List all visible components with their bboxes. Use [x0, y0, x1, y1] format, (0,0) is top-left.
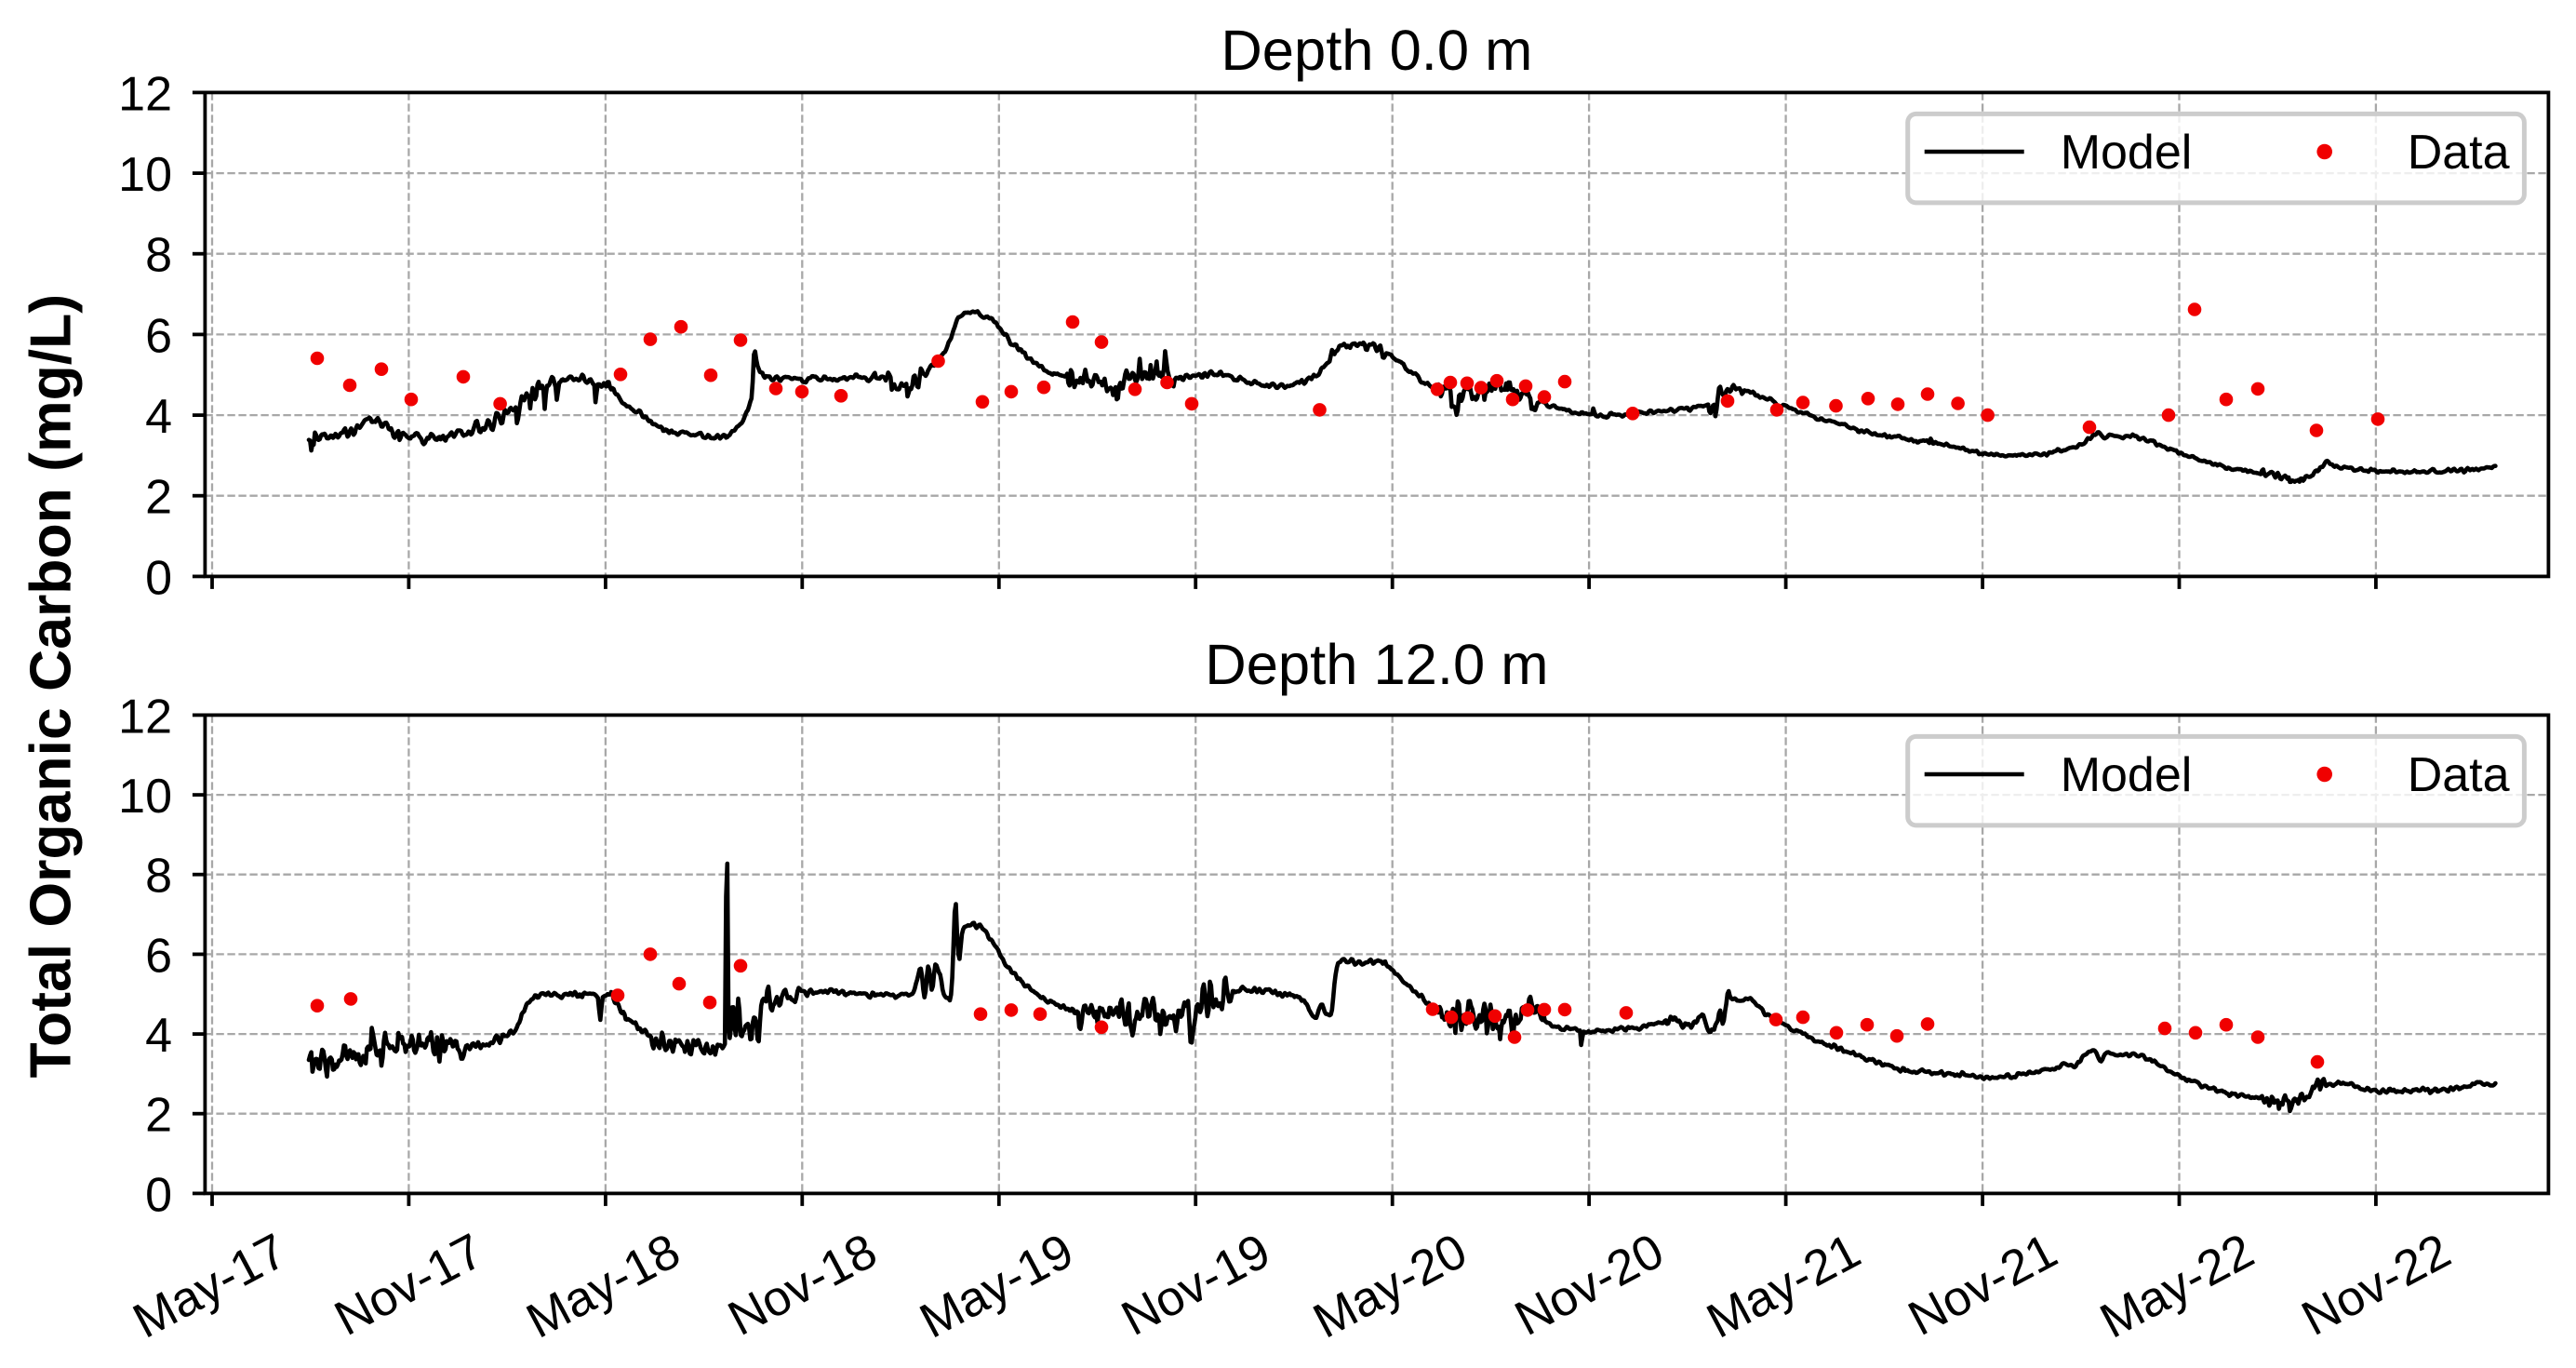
- svg-text:Depth 0.0 m: Depth 0.0 m: [1221, 19, 1532, 83]
- svg-text:8: 8: [145, 850, 172, 904]
- svg-text:Model: Model: [2061, 126, 2193, 180]
- svg-text:6: 6: [145, 309, 172, 363]
- svg-text:4: 4: [145, 390, 172, 444]
- svg-text:0: 0: [145, 551, 172, 605]
- svg-text:Data: Data: [2408, 126, 2510, 180]
- svg-text:2: 2: [145, 1089, 172, 1143]
- svg-text:10: 10: [118, 770, 172, 824]
- svg-text:6: 6: [145, 929, 172, 983]
- svg-text:Depth 12.0 m: Depth 12.0 m: [1205, 633, 1548, 697]
- svg-text:12: 12: [118, 67, 172, 121]
- svg-text:Data: Data: [2408, 748, 2510, 802]
- svg-text:10: 10: [118, 148, 172, 202]
- svg-text:Total Organic Carbon (mg/L): Total Organic Carbon (mg/L): [19, 294, 84, 1079]
- svg-text:Model: Model: [2061, 748, 2193, 802]
- svg-text:8: 8: [145, 229, 172, 283]
- svg-text:2: 2: [145, 471, 172, 525]
- svg-text:4: 4: [145, 1009, 172, 1063]
- svg-text:0: 0: [145, 1168, 172, 1222]
- svg-text:12: 12: [118, 690, 172, 744]
